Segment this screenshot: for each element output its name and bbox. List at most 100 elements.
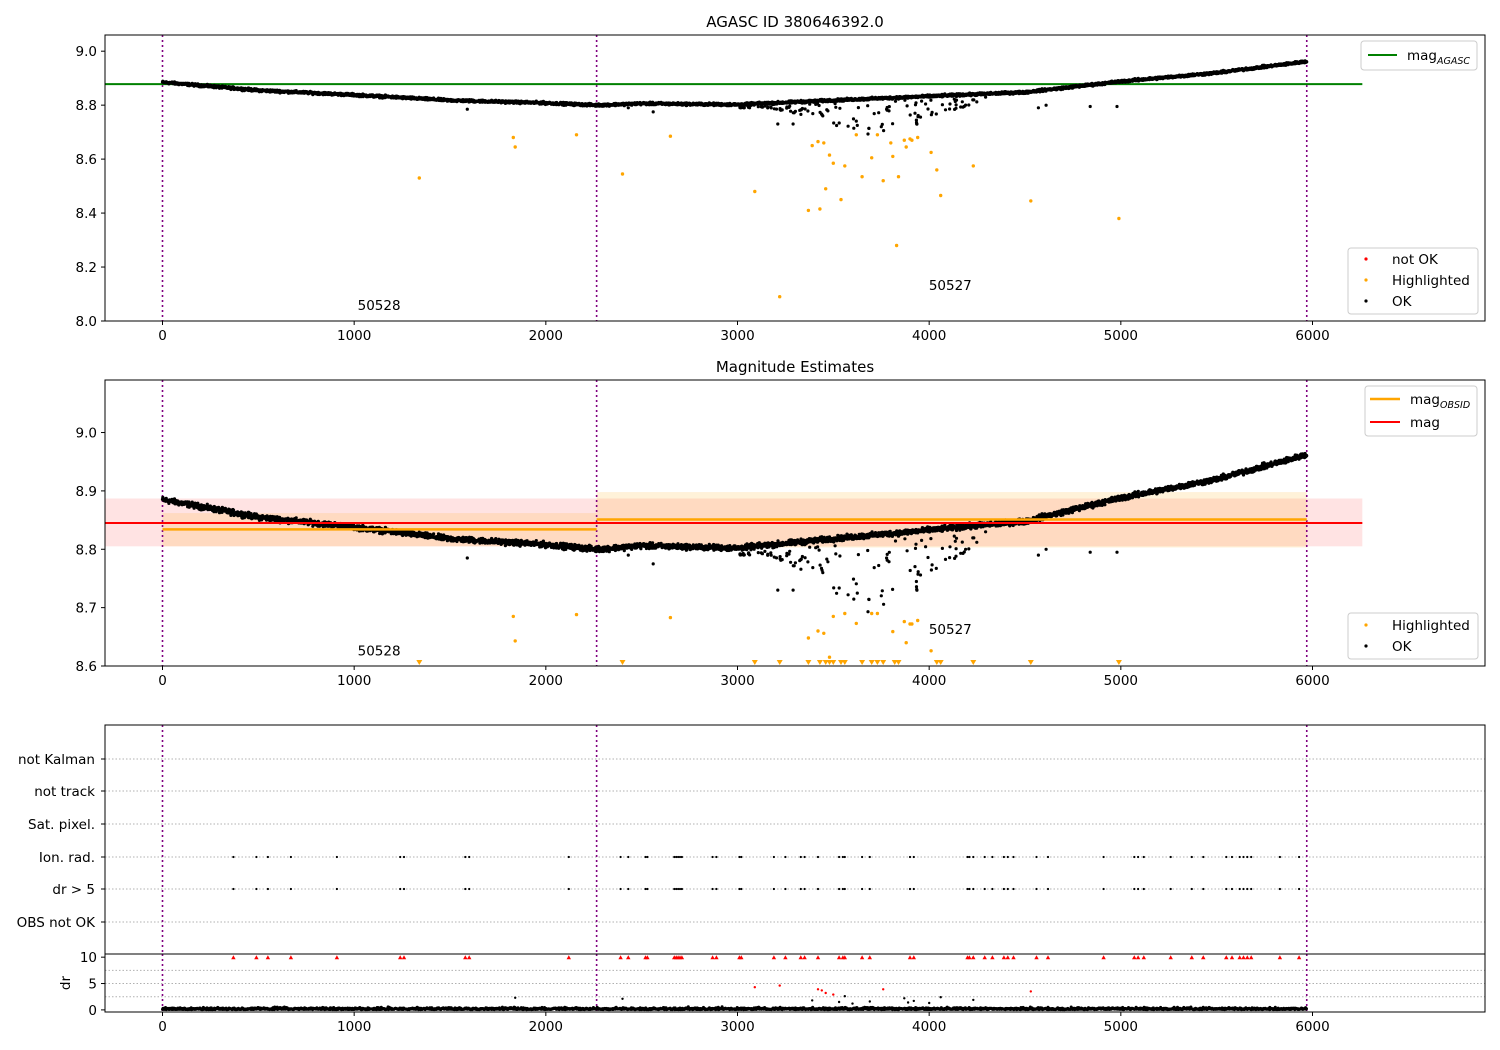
highlighted-point <box>824 187 828 191</box>
y-tick-label: 8.8 <box>76 98 97 114</box>
highlighted-point <box>827 153 832 157</box>
ok-point <box>799 108 803 112</box>
ok-point <box>885 107 889 111</box>
highlighted-point <box>939 193 943 198</box>
ok-point <box>742 106 746 110</box>
obsid-label-50527: 50527 <box>929 278 972 294</box>
highlighted-point <box>904 145 908 149</box>
ok-point <box>1305 60 1309 64</box>
highlighted-point <box>889 141 893 145</box>
ok-point <box>959 105 963 109</box>
ok-point <box>766 106 770 110</box>
legend-label-highlighted: Highlighted <box>1392 273 1470 289</box>
highlighted-point <box>875 133 880 137</box>
highlighted-point <box>916 135 920 140</box>
ok-point <box>880 122 884 126</box>
x-tick-label: 1000 <box>337 328 371 344</box>
highlighted-point <box>574 133 579 137</box>
highlighted-point <box>896 175 901 179</box>
ok-point <box>867 126 871 130</box>
p1-points <box>160 59 1309 299</box>
highlighted-point <box>854 133 858 137</box>
ok-point <box>960 100 964 104</box>
ok-point <box>1044 103 1048 107</box>
y-tick-label: 8.2 <box>76 260 97 276</box>
y-tick-label: 8.6 <box>76 152 97 168</box>
ok-point <box>811 112 815 116</box>
ok-point <box>924 102 928 106</box>
highlighted-point <box>870 156 874 160</box>
ok-point <box>930 110 934 114</box>
highlighted-point <box>910 138 914 142</box>
ok-point <box>877 111 881 115</box>
ok-point <box>756 105 760 109</box>
highlighted-point <box>891 154 895 159</box>
highlighted-point <box>971 164 975 168</box>
ok-point <box>948 102 952 106</box>
ok-point <box>232 508 236 512</box>
legend-swatch-highlighted <box>1364 278 1368 282</box>
ok-point <box>893 99 898 103</box>
ok-point <box>760 105 765 109</box>
ok-point <box>651 110 655 114</box>
ok-point <box>913 111 917 115</box>
ok-point <box>826 109 830 113</box>
ok-point <box>780 108 784 112</box>
ok-point <box>838 106 842 110</box>
ok-point <box>1115 104 1119 109</box>
x-tick-label: 6000 <box>1295 328 1329 344</box>
highlighted-point <box>778 295 782 299</box>
ok-point <box>835 123 839 128</box>
legend-label-not-ok: not OK <box>1392 252 1439 268</box>
highlighted-point <box>881 179 885 183</box>
ok-point <box>914 101 918 105</box>
highlighted-point <box>1117 216 1121 221</box>
ok-point <box>776 122 780 126</box>
ok-point <box>887 105 891 109</box>
legend-label-ok: OK <box>1392 294 1413 310</box>
ok-point <box>788 104 792 108</box>
ok-point <box>799 112 803 116</box>
ok-point <box>952 97 956 101</box>
ok-point <box>943 108 948 112</box>
agasc-panel-title: AGASC ID 380646392.0 <box>706 13 884 31</box>
ok-point <box>846 124 850 128</box>
highlighted-point <box>810 143 814 148</box>
highlighted-point <box>935 168 939 172</box>
ok-point <box>971 98 975 102</box>
ok-point <box>855 123 859 127</box>
x-tick-label: 3000 <box>720 328 754 344</box>
ok-point <box>852 126 856 130</box>
y-tick-label: 8.0 <box>76 314 97 330</box>
ok-point <box>806 109 810 113</box>
ok-point <box>851 117 856 121</box>
ok-point <box>834 105 838 109</box>
ok-point <box>789 109 793 113</box>
y-tick-label: 8.4 <box>76 206 97 222</box>
highlighted-point <box>806 208 811 213</box>
ok-point <box>967 103 971 107</box>
highlighted-point <box>894 243 899 248</box>
ok-point <box>916 115 920 119</box>
ok-point <box>948 107 952 111</box>
highlighted-point <box>620 172 625 176</box>
ok-point <box>872 112 876 116</box>
y-tick-label: 9.0 <box>76 44 97 60</box>
obsid-label-50528: 50528 <box>358 298 401 314</box>
ok-point <box>833 102 837 106</box>
highlighted-point <box>668 134 673 138</box>
x-tick-label: 5000 <box>1104 328 1138 344</box>
legend-swatch-ok <box>1364 299 1368 303</box>
highlighted-point <box>816 139 820 144</box>
ok-point <box>832 121 836 125</box>
p1-line-legend: magAGASC <box>1360 40 1478 71</box>
highlighted-point <box>902 138 906 142</box>
highlighted-point <box>417 176 421 180</box>
ok-point <box>816 102 820 106</box>
ok-point <box>934 112 938 116</box>
ok-point <box>964 103 968 107</box>
ok-point <box>821 114 825 118</box>
ok-point <box>866 104 870 108</box>
ok-point <box>793 109 798 113</box>
